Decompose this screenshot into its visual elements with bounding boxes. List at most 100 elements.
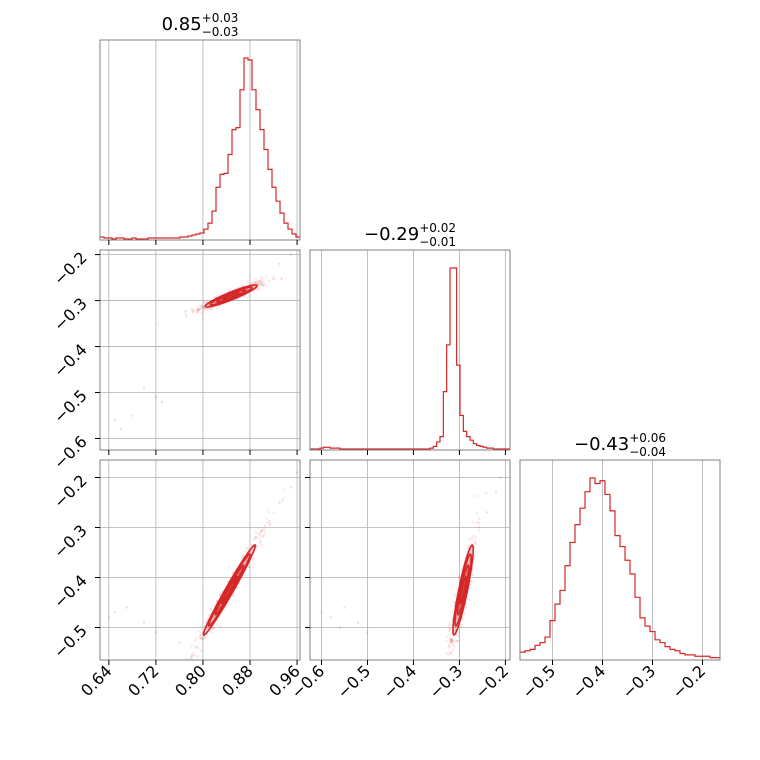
- sample-point: [250, 550, 253, 553]
- sample-point: [262, 534, 266, 538]
- sample-point: [107, 616, 111, 619]
- sample-point: [449, 638, 453, 641]
- sample-point: [280, 276, 283, 280]
- sample-point: [196, 311, 199, 315]
- sample-point: [445, 660, 447, 662]
- y-tick-label: −0.2: [50, 471, 91, 512]
- sample-point: [455, 617, 459, 620]
- title-minus: −0.03: [202, 25, 239, 39]
- title-median: −0.43: [574, 434, 629, 455]
- sample-point: [142, 621, 146, 624]
- y-tick-label: −0.3: [50, 294, 91, 335]
- sample-point: [282, 496, 285, 499]
- sample-point: [245, 546, 248, 549]
- sample-point: [473, 538, 476, 542]
- sample-point: [227, 288, 231, 291]
- sample-point: [448, 651, 452, 654]
- y-tick-label: −0.2: [50, 248, 91, 289]
- sample-point: [461, 618, 464, 621]
- sample-point: [450, 642, 453, 645]
- density-contour: [222, 291, 240, 301]
- sample-point: [246, 296, 249, 299]
- sample-point: [263, 524, 266, 528]
- sample-point: [457, 577, 460, 581]
- sample-point: [228, 603, 231, 606]
- sample-point: [200, 636, 203, 640]
- sample-point: [450, 626, 453, 629]
- sample-point: [473, 557, 476, 561]
- sample-point: [465, 573, 468, 577]
- sample-point: [251, 281, 254, 284]
- sample-point: [191, 308, 194, 312]
- panel-title: −0.29+0.02 −0.01: [364, 221, 456, 249]
- sample-point: [204, 307, 207, 310]
- sample-point: [357, 621, 360, 624]
- sample-point: [199, 306, 202, 310]
- sample-point: [186, 665, 188, 667]
- sample-point: [466, 545, 470, 548]
- sample-point: [210, 627, 214, 630]
- sample-point: [266, 521, 269, 524]
- x-tick-label: −0.2: [668, 661, 709, 702]
- sample-point: [261, 283, 264, 287]
- sample-point: [131, 414, 134, 417]
- histogram-panel-2: −0.43+0.06 −0.04 −0.5 −0.4 −0.3 −0.2: [518, 431, 721, 702]
- sample-point: [189, 657, 192, 660]
- sample-point: [200, 304, 204, 308]
- sample-point: [219, 625, 222, 628]
- density-contour: [220, 575, 238, 605]
- density-panel-0-1: −0.6 −0.5 −0.4 −0.3 −0.2: [50, 248, 301, 473]
- sample-point: [457, 635, 461, 638]
- sample-point: [262, 281, 266, 284]
- sample-point: [243, 562, 246, 565]
- sample-point: [267, 279, 271, 283]
- sample-point: [258, 281, 261, 284]
- x-tick-label: −0.5: [518, 661, 559, 702]
- panel-frame: [99, 39, 301, 241]
- sample-point: [259, 529, 263, 533]
- sample-point: [192, 309, 196, 313]
- sample-point: [125, 606, 128, 609]
- sample-point: [210, 307, 213, 310]
- sample-point: [447, 624, 450, 628]
- sample-point: [445, 635, 449, 638]
- sample-point: [453, 640, 456, 643]
- sample-point: [456, 639, 460, 642]
- sample-point: [278, 501, 281, 504]
- sample-point: [184, 657, 188, 660]
- sample-point: [448, 623, 452, 626]
- sample-point: [457, 575, 461, 579]
- sample-point: [471, 536, 475, 539]
- sample-point: [472, 573, 475, 577]
- sample-point: [450, 640, 454, 643]
- sample-point: [262, 278, 265, 281]
- sample-point: [186, 664, 188, 666]
- sample-point: [246, 547, 250, 551]
- sample-point: [262, 284, 265, 287]
- sample-point: [267, 511, 270, 514]
- sample-point: [195, 645, 199, 649]
- sample-point: [199, 637, 203, 640]
- sample-point: [210, 627, 214, 630]
- sample-point: [259, 283, 262, 287]
- sample-points: [320, 476, 503, 662]
- sample-point: [473, 554, 476, 558]
- sample-point: [191, 311, 195, 314]
- sample-point: [448, 627, 452, 631]
- sample-point: [197, 308, 200, 312]
- sample-point: [263, 283, 267, 287]
- sample-point: [218, 304, 221, 308]
- sample-point: [185, 314, 188, 318]
- sample-point: [243, 549, 247, 553]
- sample-point: [196, 646, 200, 650]
- panel-title: −0.43+0.06 −0.04: [574, 431, 666, 459]
- sample-point: [258, 280, 261, 284]
- sample-point: [468, 598, 471, 602]
- sample-point: [449, 637, 452, 641]
- sample-point: [295, 471, 299, 474]
- sample-point: [260, 529, 264, 533]
- sample-point: [470, 541, 474, 544]
- sample-point: [253, 280, 257, 284]
- x-tick-label: 0.88: [218, 661, 257, 700]
- sample-point: [195, 310, 199, 313]
